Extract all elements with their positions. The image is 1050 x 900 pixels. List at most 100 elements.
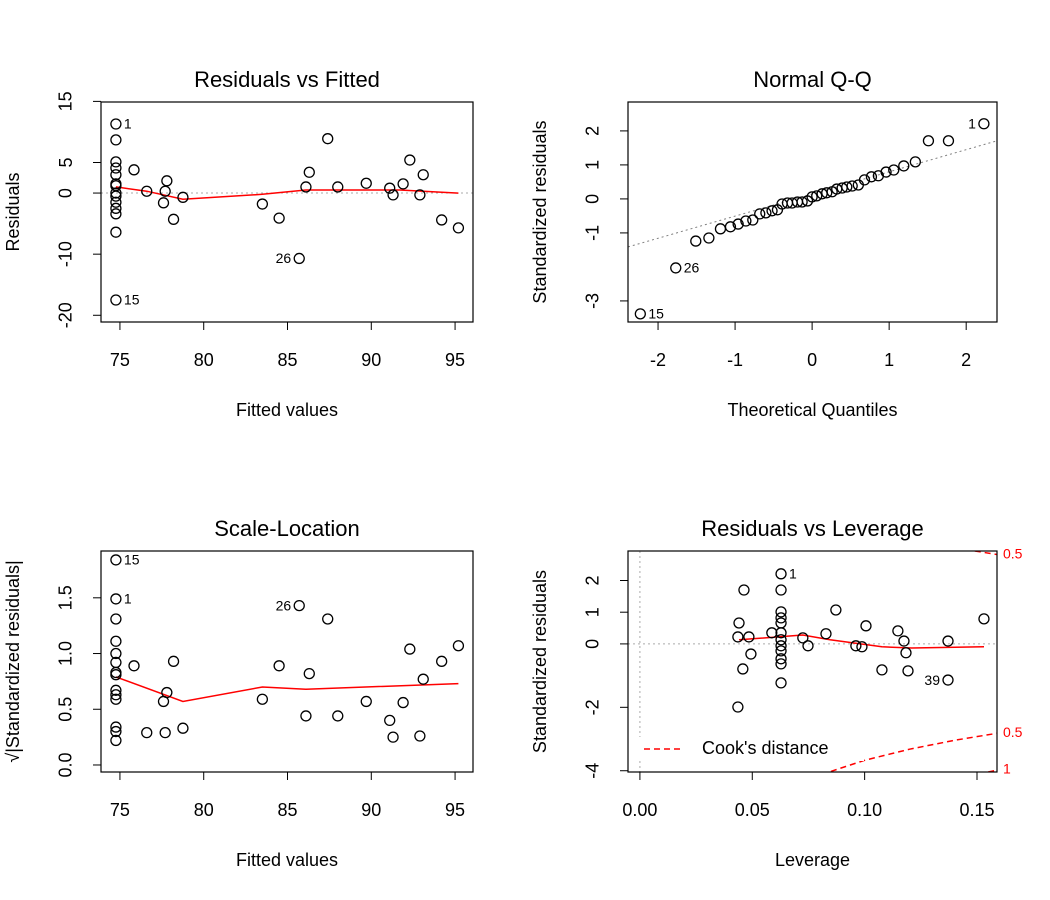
data-point	[110, 635, 122, 647]
x-tick-label: 80	[194, 800, 214, 820]
x-axis-label: Leverage	[775, 850, 850, 870]
data-point	[417, 673, 429, 685]
y-tick-label: -3	[583, 293, 603, 309]
x-tick-label: 90	[361, 350, 381, 370]
data-point	[110, 734, 122, 747]
data-point	[775, 627, 787, 639]
x-tick-label: 0.15	[959, 800, 994, 820]
data-point	[128, 660, 140, 672]
point-label: 15	[648, 306, 664, 322]
point-label: 39	[924, 672, 940, 688]
data-point	[167, 213, 180, 225]
data-point	[417, 169, 429, 181]
data-point	[110, 190, 122, 202]
legend-background	[634, 737, 864, 761]
plot-frame	[100, 550, 474, 773]
y-tick-label: 0	[56, 188, 76, 198]
data-point	[322, 133, 334, 145]
data-point	[384, 714, 396, 727]
data-point	[865, 171, 878, 183]
plot-frame	[627, 550, 998, 773]
cooks-level-label: 1	[1003, 761, 1011, 777]
data-point	[856, 641, 868, 653]
y-axis-label: Standardized residuals	[530, 570, 550, 753]
data-point	[909, 156, 921, 168]
point-label: 1	[789, 566, 797, 582]
data-point	[141, 185, 153, 197]
smooth-line	[115, 676, 459, 703]
data-point	[110, 725, 122, 738]
data-point	[404, 154, 416, 166]
data-point	[841, 181, 853, 193]
data-point	[161, 686, 173, 699]
data-point	[322, 613, 334, 625]
data-point	[110, 202, 122, 214]
data-point	[775, 640, 787, 652]
data-point	[738, 584, 750, 596]
x-tick-label: 90	[361, 800, 381, 820]
data-point	[110, 226, 122, 238]
panel: Normal Q-Q Theoretical Quantiles Standardi…	[530, 67, 998, 420]
data-point	[110, 593, 122, 605]
data-point	[806, 191, 818, 203]
data-point	[670, 262, 682, 274]
y-tick-label: -2	[583, 699, 603, 715]
x-tick-label: 2	[961, 350, 971, 370]
data-point	[110, 169, 122, 181]
x-axis-label: Theoretical Quantiles	[727, 400, 897, 420]
plot-frame	[627, 101, 998, 323]
smooth-line	[738, 634, 985, 649]
data-point	[754, 208, 766, 220]
data-point	[452, 640, 465, 652]
y-tick-label: 1.5	[56, 585, 76, 610]
point-label: 26	[684, 260, 700, 276]
chart-title: Scale-Location	[214, 516, 360, 541]
data-point	[300, 710, 312, 722]
point-label: 15	[124, 292, 140, 308]
x-tick-label: 1	[884, 350, 894, 370]
data-point	[159, 727, 171, 739]
data-point	[775, 612, 787, 624]
data-point	[747, 214, 759, 226]
plot-area	[115, 676, 459, 703]
x-tick-label: 85	[277, 800, 297, 820]
data-point	[110, 554, 122, 566]
x-tick-label: 0.00	[622, 800, 657, 820]
data-point	[850, 640, 862, 652]
data-point	[775, 584, 787, 596]
data-point	[177, 722, 189, 734]
data-point	[397, 696, 409, 709]
data-point	[942, 635, 954, 647]
y-tick-label: -20	[56, 302, 76, 328]
data-point	[110, 196, 122, 208]
data-point	[436, 655, 448, 667]
legend-label: Cook's distance	[702, 738, 829, 758]
y-tick-label: 0.5	[56, 697, 76, 722]
data-point	[300, 181, 312, 193]
data-point	[110, 134, 122, 146]
data-point	[110, 689, 122, 701]
point-label: 1	[124, 591, 132, 607]
data-point	[796, 196, 808, 208]
data-point	[732, 631, 744, 643]
y-tick-label: 0	[583, 639, 603, 649]
data-point	[141, 727, 153, 739]
data-point	[332, 181, 344, 193]
data-point	[766, 627, 778, 639]
data-point	[922, 135, 935, 147]
data-point	[902, 665, 914, 677]
data-point	[732, 701, 744, 713]
data-point	[414, 189, 426, 201]
data-point	[775, 568, 787, 580]
data-point	[387, 189, 399, 201]
data-point	[732, 218, 744, 230]
data-point	[733, 617, 745, 629]
data-point	[892, 625, 904, 637]
x-tick-label: 95	[445, 800, 465, 820]
data-point	[110, 208, 122, 220]
data-point	[775, 677, 787, 689]
data-point	[858, 174, 871, 186]
data-point	[159, 185, 171, 197]
data-point	[360, 695, 372, 708]
